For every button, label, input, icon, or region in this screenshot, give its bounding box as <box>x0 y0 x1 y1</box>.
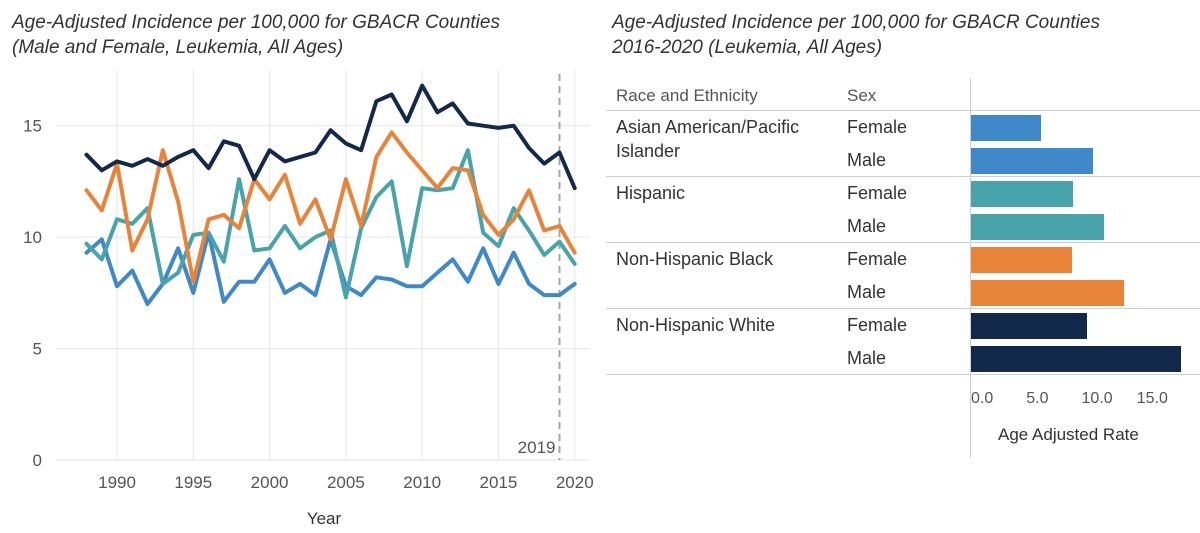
bar-non-hispanic-white-female <box>971 313 1088 339</box>
y-tick-label: 0 <box>33 451 42 470</box>
sex-label: Female <box>847 315 908 335</box>
line-chart-title: Age-Adjusted Incidence per 100,000 for G… <box>12 10 592 60</box>
series-line-hispanic <box>84 148 577 300</box>
group-label-line: Non-Hispanic Black <box>616 249 774 269</box>
y-tick-label: 15 <box>23 117 42 136</box>
series-line-non-hispanic-white <box>84 83 577 191</box>
line-chart-axes: 0 5 10 15 1990 1995 2000 2005 2010 2015 2020 Year <box>23 117 594 528</box>
group-label: Non-Hispanic White <box>616 313 836 337</box>
bar-non-hispanic-black-female <box>971 247 1072 273</box>
x-tick-label: 1995 <box>174 473 212 492</box>
group-label-line: Hispanic <box>616 183 686 203</box>
reference-line-label: 2019 <box>518 438 556 457</box>
x-tick-label: 2005 <box>327 473 365 492</box>
bar-chart-x-axis-title: Age Adjusted Rate <box>998 425 1139 444</box>
bar-chart-axis-line <box>970 78 971 458</box>
reference-line-group: 2019 <box>518 74 561 460</box>
sex-label: Male <box>847 348 887 368</box>
y-tick-label: 10 <box>23 228 42 247</box>
bar-asian-american-pacific-islander-male <box>971 148 1093 174</box>
sex-label: Female <box>847 117 908 137</box>
x-tick-label: 2000 <box>251 473 289 492</box>
x-axis-title: Year <box>307 509 342 528</box>
group-label-line: Islander <box>616 141 681 161</box>
x-tick-label: 1990 <box>98 473 136 492</box>
line-chart: 2019 0 5 10 15 1990 1995 2000 2005 2010 2015 2020 Y… <box>23 70 594 528</box>
line-chart-series <box>84 83 577 306</box>
bar-non-hispanic-white-male <box>971 346 1181 372</box>
line-chart-grid <box>56 70 590 461</box>
bar-chart-title: Age-Adjusted Incidence per 100,000 for G… <box>612 10 1192 60</box>
x-tick-label: 2020 <box>556 473 594 492</box>
bar-chart-title-line2: 2016-2020 (Leukemia, All Ages) <box>612 37 883 58</box>
series-line-non-hispanic-black <box>84 130 577 284</box>
bar-x-tick-label: 5.0 <box>1026 390 1049 407</box>
row-separator <box>606 110 1200 111</box>
bar-hispanic-female <box>971 181 1073 207</box>
line-chart-title-line2: (Male and Female, Leukemia, All Ages) <box>12 37 344 58</box>
group-label-line: Non-Hispanic White <box>616 315 776 335</box>
sex-label: Male <box>847 150 887 170</box>
row-separator <box>606 308 1200 309</box>
group-label: Asian American/Pacific Islander <box>616 115 836 163</box>
row-separator <box>606 374 1200 375</box>
group-label: Hispanic <box>616 181 836 205</box>
group-label: Non-Hispanic Black <box>616 247 836 271</box>
sex-label: Male <box>847 216 887 236</box>
bar-x-tick-label: 10.0 <box>1081 390 1113 407</box>
row-separator <box>606 176 1200 177</box>
bar-non-hispanic-black-male <box>971 280 1124 306</box>
sex-label: Male <box>847 282 887 302</box>
bar-chart: Race and Ethnicity Sex Asian American/Pa… <box>606 78 1200 458</box>
sex-label: Female <box>847 183 908 203</box>
bar-x-tick-label: 0.0 <box>971 390 994 407</box>
x-tick-label: 2015 <box>480 473 518 492</box>
header-sex: Sex <box>847 86 877 105</box>
y-tick-label: 5 <box>33 340 42 359</box>
bar-x-tick-label: 15.0 <box>1136 390 1168 407</box>
line-chart-title-line1: Age-Adjusted Incidence per 100,000 for G… <box>12 12 500 33</box>
group-label-line: Asian American/Pacific <box>616 117 800 137</box>
bar-hispanic-male <box>971 214 1104 240</box>
header-race-ethnicity: Race and Ethnicity <box>616 86 758 105</box>
sex-label: Female <box>847 249 908 269</box>
bar-chart-title-line1: Age-Adjusted Incidence per 100,000 for G… <box>612 12 1100 33</box>
bar-asian-american-pacific-islander-female <box>971 115 1041 141</box>
x-tick-label: 2010 <box>403 473 441 492</box>
row-separator <box>606 242 1200 243</box>
